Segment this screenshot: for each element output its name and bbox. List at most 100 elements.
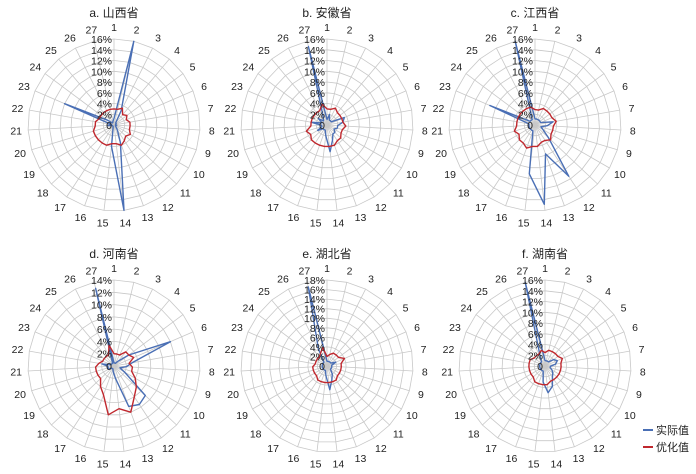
category-label: 9: [418, 148, 424, 160]
grid-spoke: [103, 365, 115, 452]
category-label: 20: [227, 389, 239, 401]
grid-spoke: [326, 365, 338, 452]
category-label: 14: [541, 217, 553, 229]
category-label: 11: [601, 187, 612, 199]
category-label: 12: [162, 443, 174, 455]
category-label: 27: [299, 266, 311, 278]
radial-tick-label: 18%: [304, 275, 325, 287]
category-label: 11: [393, 187, 404, 199]
grid-spoke: [534, 124, 618, 151]
category-label: 24: [243, 62, 255, 74]
category-label: 8: [422, 367, 428, 379]
category-label: 4: [174, 45, 180, 57]
radial-tick-label: 0: [319, 361, 325, 373]
grid-spoke: [460, 124, 536, 169]
grid-spoke: [257, 73, 328, 126]
category-label: 13: [142, 212, 154, 224]
grid-spoke: [244, 124, 328, 151]
chart-legend: 实际值 优化值: [643, 421, 689, 455]
radial-tick-label: 12%: [512, 56, 533, 68]
legend-label-actual: 实际值: [656, 424, 689, 437]
grid-ring: [458, 279, 632, 452]
grid-ring: [240, 279, 414, 452]
category-label: 10: [406, 410, 418, 422]
radial-tick-label: 4%: [528, 340, 543, 352]
grid-spoke: [544, 365, 620, 410]
grid-spoke: [452, 124, 536, 151]
category-label: 1: [532, 22, 538, 34]
grid-spoke: [534, 124, 546, 211]
radial-tick-label: 8%: [518, 77, 533, 89]
radar-chart-4: 1 234567891011121314151617181920212223242…: [10, 246, 215, 470]
category-label: 6: [414, 322, 420, 334]
grid-spoke: [326, 124, 390, 185]
grid-spoke: [479, 58, 536, 126]
category-label: 15: [310, 217, 322, 229]
category-label: 22: [12, 103, 24, 115]
grid-ring: [480, 301, 610, 431]
grid-spoke: [58, 299, 115, 367]
category-label: 5: [403, 303, 409, 315]
grid-spoke: [257, 314, 328, 367]
grid-spoke: [326, 331, 407, 367]
series-actual-line: [307, 45, 345, 153]
grid-spoke: [113, 288, 153, 367]
grid-spoke: [93, 41, 115, 126]
category-label: 2: [565, 266, 571, 278]
grid-ring: [278, 317, 376, 414]
category-label: 16: [496, 212, 508, 224]
category-label: 24: [451, 62, 463, 74]
radial-tick-label: 6%: [97, 324, 112, 336]
category-label: 24: [30, 303, 42, 315]
radial-tick-label: 12%: [304, 304, 325, 316]
category-label: 26: [277, 273, 289, 285]
radial-tick-label: 8%: [528, 318, 543, 330]
grid-spoke: [544, 314, 615, 367]
category-label: 16: [506, 453, 518, 465]
category-label: 18: [458, 187, 470, 199]
radial-tick-label: 0: [106, 120, 112, 132]
grid-ring: [470, 60, 600, 190]
grid-spoke: [470, 365, 546, 410]
category-label: 6: [201, 81, 207, 93]
grid-ring: [262, 60, 392, 190]
radial-tick-label: 2%: [310, 109, 325, 121]
category-label: 2: [347, 25, 353, 37]
grid-ring: [448, 38, 622, 211]
grid-ring: [27, 38, 201, 211]
radial-tick-label: 14%: [304, 45, 325, 57]
grid-spoke: [242, 350, 328, 367]
category-label: 25: [258, 286, 270, 298]
grid-spoke: [534, 124, 621, 131]
category-label: 5: [621, 303, 627, 315]
grid-ring: [272, 70, 382, 179]
chart-title: a. 山西省: [89, 6, 138, 20]
category-label: 26: [64, 273, 76, 285]
grid-spoke: [544, 365, 556, 452]
category-label: 5: [190, 303, 196, 315]
grid-ring: [59, 70, 169, 179]
radial-tick-label: 12%: [304, 56, 325, 68]
grid-spoke: [534, 124, 598, 185]
grid-spoke: [534, 58, 591, 126]
category-label: 22: [443, 344, 455, 356]
grid-spoke: [326, 124, 338, 211]
category-label: 10: [193, 410, 205, 422]
grid-spoke: [326, 73, 397, 126]
category-label: 8: [640, 367, 646, 379]
grid-spoke: [326, 288, 366, 367]
radial-tick-label: 12%: [91, 287, 112, 299]
radial-tick-label: 10%: [522, 307, 543, 319]
category-label: 16: [75, 212, 87, 224]
category-label: 7: [639, 344, 645, 356]
grid-spoke: [505, 124, 536, 206]
radar-chart-5: 1 234567891011121314151617181920212223242…: [223, 246, 428, 470]
grid-spoke: [472, 124, 536, 185]
chart-title: e. 湖北省: [302, 246, 351, 261]
series-optimized-line: [513, 106, 557, 149]
grid-spoke: [271, 299, 328, 367]
chart-title: b. 安徽省: [302, 5, 351, 20]
radial-tick-label: 8%: [310, 77, 325, 89]
grid-spoke: [279, 124, 328, 198]
category-label: 25: [45, 286, 57, 298]
